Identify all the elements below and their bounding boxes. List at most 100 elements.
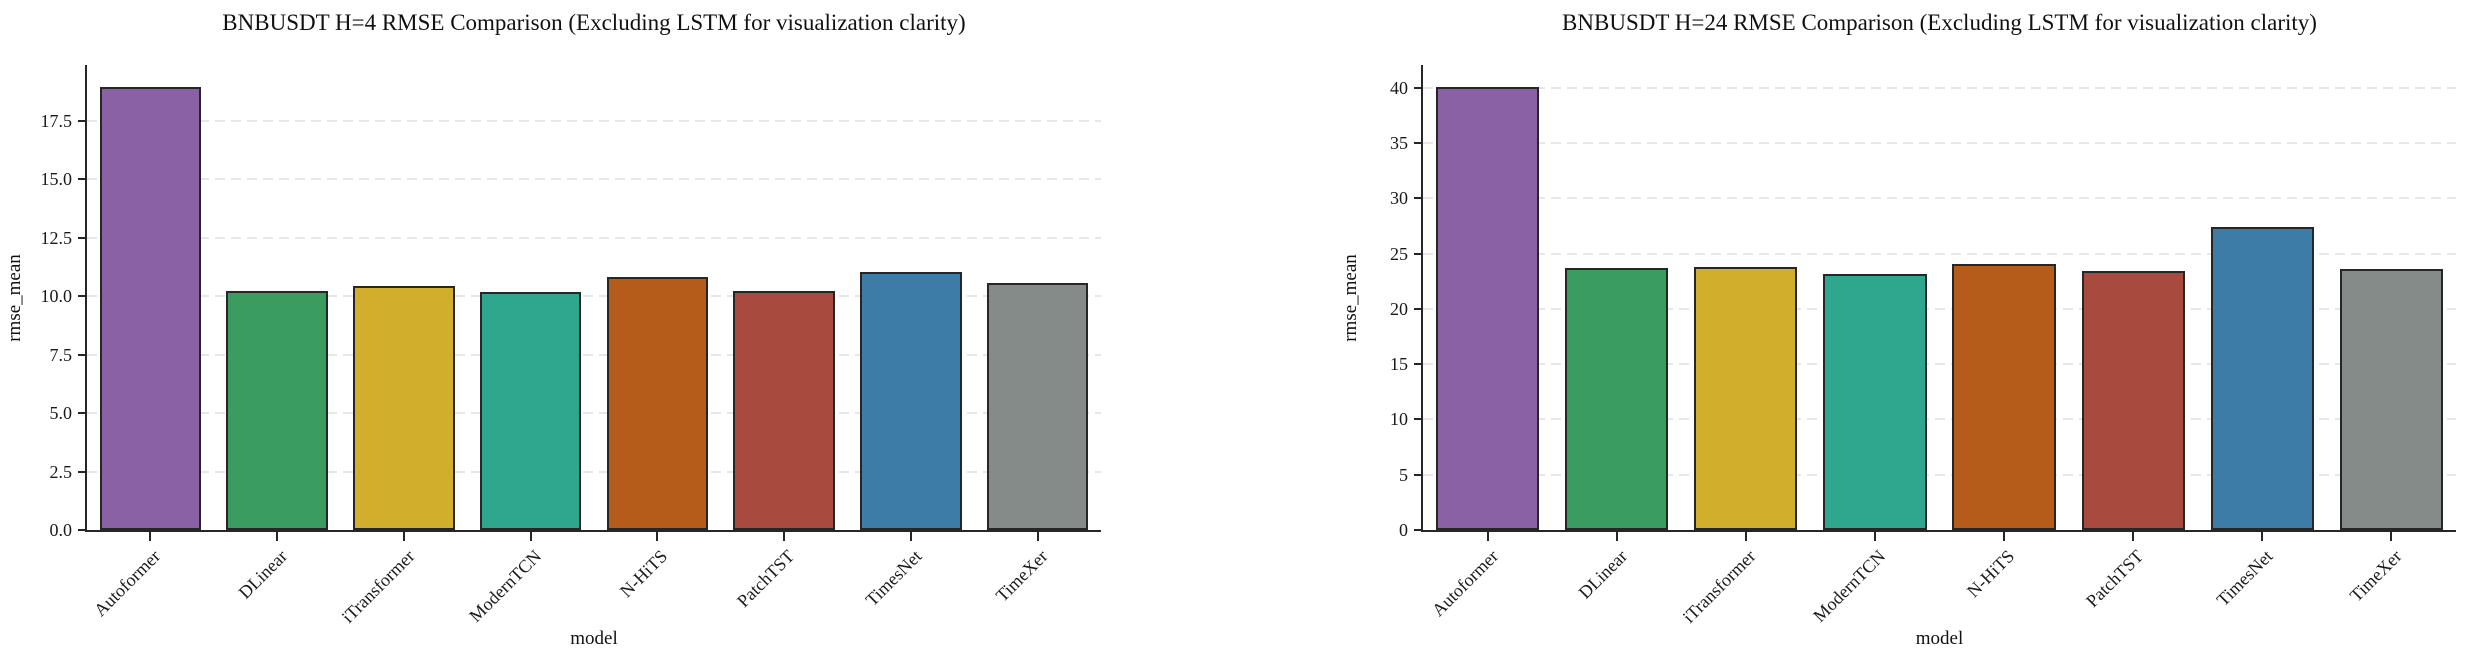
x-tick-label: ModernTCN [1809,546,1890,626]
chart-h4-rmse: BNBUSDT H=4 RMSE Comparison (Excluding L… [4,10,1101,649]
x-tick-mark [1036,532,1039,541]
y-tick-mark [78,470,87,473]
y-tick-label: 30 [1390,188,1408,209]
x-tick-mark [276,532,279,541]
y-tick-mark [1414,363,1423,366]
bar-TimesNet [2210,226,2314,530]
gridline [87,353,1101,356]
gridline [87,470,1101,473]
y-tick-mark [78,295,87,298]
y-tick-label: 40 [1390,77,1408,98]
bar-iTransformer [353,286,455,530]
x-tick-mark [2261,532,2264,541]
y-tick-mark [78,236,87,239]
x-tick-mark [529,532,532,541]
y-tick-mark [78,353,87,356]
chart-title: BNBUSDT H=24 RMSE Comparison (Excluding … [1562,10,2317,35]
bar-Autoformer [99,86,202,530]
y-tick-label: 5 [1399,464,1408,485]
gridline [1423,252,2456,255]
x-tick-label: TimeXer [992,546,1052,606]
y-tick-label: 0.0 [49,520,73,540]
gridline [1423,363,2456,366]
x-axis-label: model [1915,628,1964,649]
bar-DLinear [226,290,328,530]
x-tick-mark [402,532,405,541]
gridline [1423,473,2456,476]
gridline [87,178,1101,181]
y-tick-label: 35 [1390,132,1408,153]
y-tick-label: 15 [1390,354,1408,375]
bar-N-HiTS [606,277,709,530]
y-tick-mark [78,178,87,181]
x-tick-mark [783,532,786,541]
x-tick-label: PatchTST [733,546,799,612]
x-tick-mark [2132,532,2135,541]
x-tick-label: DLinear [234,546,292,603]
x-tick-label: ModernTCN [464,546,545,626]
gridline [1423,141,2456,144]
x-axis-spine [1421,530,2456,532]
y-tick-mark [78,120,87,123]
y-tick-label: 15.0 [40,169,73,190]
x-tick-mark [656,532,659,541]
y-tick-mark [1414,141,1423,144]
x-tick-mark [2390,532,2393,541]
y-tick-label: 10 [1390,409,1408,430]
y-axis-spine [85,65,87,532]
y-tick-label: 0 [1399,520,1408,540]
x-tick-label: N-HiTS [1963,546,2019,602]
y-tick-mark [1414,86,1423,89]
gridline [1423,197,2456,200]
x-tick-mark [1873,532,1876,541]
y-tick-label: 12.5 [40,227,73,248]
x-tick-label: PatchTST [2082,546,2148,612]
bar-Autoformer [1435,86,1540,530]
x-tick-mark [149,532,152,541]
x-tick-label: Autoformer [1427,546,1502,621]
bar-N-HiTS [1952,264,2056,530]
bar-PatchTST [2081,270,2185,530]
y-tick-mark [1414,529,1423,531]
y-tick-mark [1414,418,1423,421]
bar-ModernTCN [479,292,582,530]
y-tick-mark [78,412,87,415]
bar-TimeXer [2339,269,2444,530]
x-tick-mark [1744,532,1747,541]
bar-TimeXer [986,282,1089,530]
y-tick-label: 5.0 [49,403,73,424]
x-tick-label: iTransformer [337,546,419,627]
chart-h24-rmse: BNBUSDT H=24 RMSE Comparison (Excluding … [1233,0,2467,665]
y-tick-label: 20 [1390,298,1408,319]
x-tick-mark [1615,532,1618,541]
y-tick-mark [78,529,87,531]
gridline [1423,418,2456,421]
x-tick-label: Autoformer [90,546,165,621]
bar-ModernTCN [1823,274,1927,530]
x-tick-mark [2003,532,2006,541]
y-tick-label: 7.5 [49,344,73,365]
bar-iTransformer [1694,267,1798,530]
x-tick-label: N-HiTS [616,546,672,602]
y-tick-label: 25 [1390,243,1408,264]
x-tick-label: TimeXer [2345,546,2406,606]
x-tick-label: TimesNet [861,546,926,610]
gridline [87,295,1101,298]
x-tick-label: TimesNet [2212,546,2277,610]
x-axis-spine [85,530,1101,532]
y-tick-mark [1414,307,1423,310]
y-tick-label: 10.0 [40,286,73,307]
gridline [1423,86,2456,89]
x-tick-label: iTransformer [1679,546,1760,627]
y-tick-mark [1414,252,1423,255]
gridline [1423,307,2456,310]
y-axis-spine [1421,65,1423,532]
chart-title: BNBUSDT H=4 RMSE Comparison (Excluding L… [222,10,966,35]
y-tick-label: 17.5 [40,111,73,132]
gridline [87,120,1101,123]
y-tick-label: 2.5 [49,461,73,482]
gridline [87,412,1101,415]
x-axis-label: model [570,628,618,649]
gridline [87,236,1101,239]
